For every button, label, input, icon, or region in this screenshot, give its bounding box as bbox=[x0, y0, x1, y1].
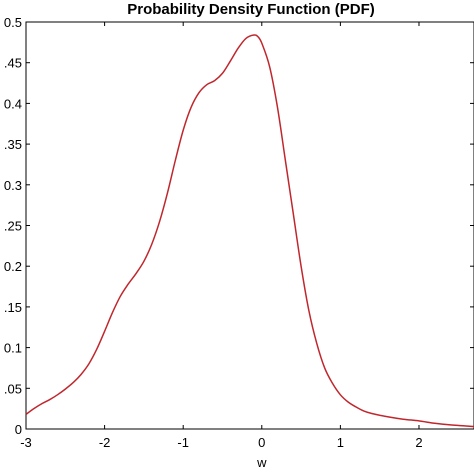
x-tick-label: 2 bbox=[415, 435, 422, 450]
y-tick-label: 0.1 bbox=[4, 341, 22, 356]
y-tick-label: .25 bbox=[4, 219, 22, 234]
x-tick-label: -3 bbox=[20, 435, 32, 450]
y-tick-label: .05 bbox=[4, 381, 22, 396]
x-tick-label: 0 bbox=[258, 435, 265, 450]
y-tick-label: .45 bbox=[4, 56, 22, 71]
tick-labels-layer: -3 -2 -1 0 1 2 0 .05 0.1 .15 0.2 .25 0.3 .35 0.4 .45 0.5 bbox=[4, 15, 423, 450]
y-tick-label: .35 bbox=[4, 137, 22, 152]
plot-frame bbox=[25, 21, 474, 430]
y-tick-label: 0.2 bbox=[4, 259, 22, 274]
y-tick-label: 0 bbox=[15, 422, 22, 437]
chart-title: Probability Density Function (PDF) bbox=[127, 1, 375, 18]
y-tick-label: .15 bbox=[4, 300, 22, 315]
x-tick-label: -2 bbox=[99, 435, 111, 450]
pdf-curve bbox=[25, 34, 474, 428]
x-tick-label: -1 bbox=[177, 435, 189, 450]
x-axis-label: w bbox=[256, 455, 267, 470]
y-tick-label: 0.5 bbox=[4, 15, 22, 30]
y-tick-label: 0.4 bbox=[4, 96, 22, 111]
y-tick-label: 0.3 bbox=[4, 178, 22, 193]
ticks-layer bbox=[25, 21, 474, 430]
x-tick-label: 1 bbox=[337, 435, 344, 450]
